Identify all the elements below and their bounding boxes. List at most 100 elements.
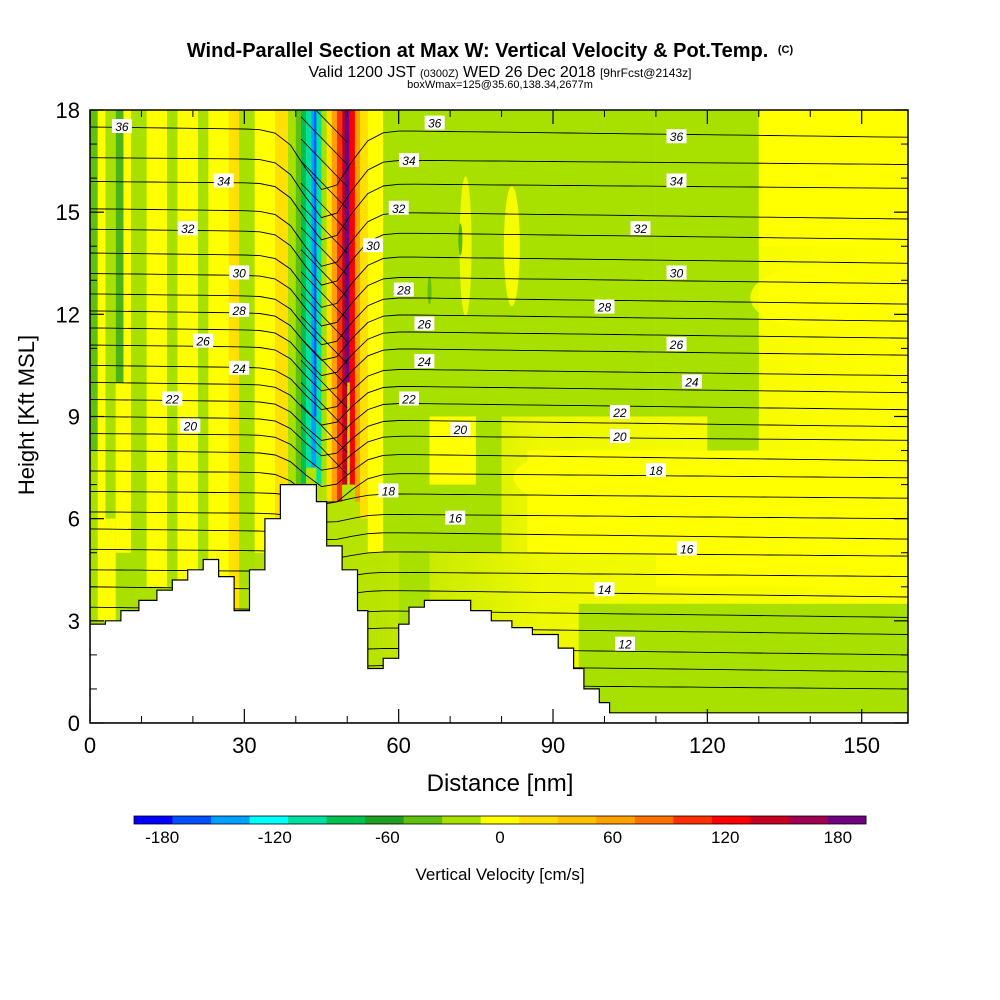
- field-band: [758, 110, 908, 247]
- theta-contour-label: 28: [229, 302, 250, 318]
- field-band: [316, 110, 322, 485]
- theta-label-text: 26: [669, 338, 684, 352]
- theta-label-box: [398, 391, 419, 406]
- field-band: [146, 110, 168, 587]
- theta-contour: [300, 249, 348, 298]
- x-tick-label: 90: [541, 733, 565, 758]
- theta-label-box: [609, 428, 630, 443]
- field-band: [326, 110, 332, 502]
- colorbar-swatch: [326, 816, 366, 824]
- colorbar-swatch: [134, 816, 173, 824]
- field-band: [336, 110, 343, 502]
- theta-label-box: [398, 153, 419, 168]
- theta-label-box: [177, 221, 198, 236]
- theta-label-box: [180, 418, 201, 433]
- theta-label-text: 28: [597, 301, 612, 315]
- theta-label-text: 22: [165, 392, 180, 406]
- theta-label-box: [676, 541, 697, 556]
- theta-contour: [90, 273, 908, 327]
- theta-contour: [300, 293, 348, 342]
- theta-contour-label: 18: [645, 462, 666, 478]
- colorbar-swatch: [750, 816, 790, 824]
- theta-contour-label: 14: [594, 582, 615, 597]
- colorbar-tick-label: -180: [145, 828, 179, 847]
- theta-contour-label: 32: [388, 200, 409, 216]
- theta-label-text: 18: [382, 484, 396, 498]
- field-band: [344, 110, 350, 383]
- theta-contour: [90, 490, 908, 503]
- field-band: [311, 110, 317, 468]
- theta-contour-label: 16: [676, 541, 697, 556]
- chart-subtitle: Valid 1200 JST (0300Z) WED 26 Dec 2018 […: [309, 64, 692, 81]
- theta-label-box: [630, 221, 651, 236]
- theta-label-text: 24: [232, 362, 247, 376]
- theta-label-text: 32: [634, 222, 648, 236]
- colorbar-tick-label: 120: [711, 828, 739, 847]
- theta-contours: [90, 110, 908, 690]
- x-tick-label: 150: [843, 733, 880, 758]
- theta-label-box: [445, 510, 466, 525]
- theta-contour: [90, 381, 908, 426]
- y-tick-label: 15: [56, 200, 80, 225]
- theta-contour-label: 30: [362, 238, 383, 253]
- theta-label-text: 36: [670, 130, 684, 144]
- theta-label-box: [424, 115, 445, 130]
- theta-label-box: [609, 405, 630, 420]
- theta-label-box: [645, 462, 666, 477]
- theta-label-box: [213, 173, 234, 188]
- colorbar-swatch: [172, 816, 212, 824]
- colorbar-swatch: [673, 816, 713, 824]
- colorbar-swatch: [211, 816, 251, 824]
- theta-contour: [300, 160, 348, 210]
- colorbar-tick-label: -60: [375, 828, 400, 847]
- field-band: [198, 110, 209, 587]
- theta-contour-label: 24: [681, 374, 702, 389]
- theta-label-box: [450, 422, 471, 437]
- theta-contour-label: 22: [398, 391, 419, 406]
- theta-contour-label: 36: [666, 129, 687, 144]
- field-band: [239, 110, 255, 587]
- theta-label-text: 18: [649, 464, 663, 478]
- y-tick-label: 0: [68, 711, 80, 736]
- colorbar-swatch: [442, 816, 482, 824]
- colorbar-swatch: [788, 816, 828, 824]
- field-band: [513, 451, 634, 504]
- theta-label-text: 12: [618, 638, 632, 652]
- theta-contour: [90, 228, 908, 286]
- theta-label-box: [666, 336, 687, 351]
- theta-label-text: 16: [680, 542, 694, 556]
- theta-contour-label: 16: [445, 510, 466, 526]
- theta-label-text: 28: [396, 283, 411, 297]
- theta-label-box: [229, 302, 250, 317]
- chart-subtitle-box: boxWmax=125@35.60,138.34,2677m: [407, 79, 593, 91]
- theta-contour-label: 30: [666, 265, 687, 280]
- colorbar-swatch: [634, 816, 674, 824]
- theta-contour: [300, 360, 348, 409]
- theta-contour: [90, 548, 908, 560]
- field-band: [427, 276, 432, 305]
- field-band: [208, 110, 229, 587]
- colorbar-swatch: [827, 816, 867, 824]
- theta-contour: [300, 315, 348, 364]
- theta-label-text: 22: [401, 392, 416, 406]
- field-band: [503, 186, 520, 307]
- theta-label-text: 24: [417, 355, 432, 369]
- theta-label-box: [594, 582, 615, 597]
- colorbar-swatch: [365, 816, 405, 824]
- colorbar-swatch: [480, 816, 520, 824]
- colorbar-tick-label: 60: [603, 828, 622, 847]
- theta-contour: [300, 182, 348, 232]
- theta-contour-label: 20: [180, 418, 201, 434]
- field-band: [105, 110, 116, 519]
- theta-contour: [300, 116, 348, 165]
- theta-contour: [90, 528, 908, 541]
- theta-label-text: 22: [612, 406, 627, 420]
- theta-label-box: [615, 636, 636, 651]
- theta-label-text: 36: [115, 120, 129, 134]
- theta-contour: [90, 364, 908, 411]
- field-band: [367, 110, 384, 553]
- theta-contour-label: 26: [666, 336, 687, 352]
- theta-label-box: [193, 333, 214, 348]
